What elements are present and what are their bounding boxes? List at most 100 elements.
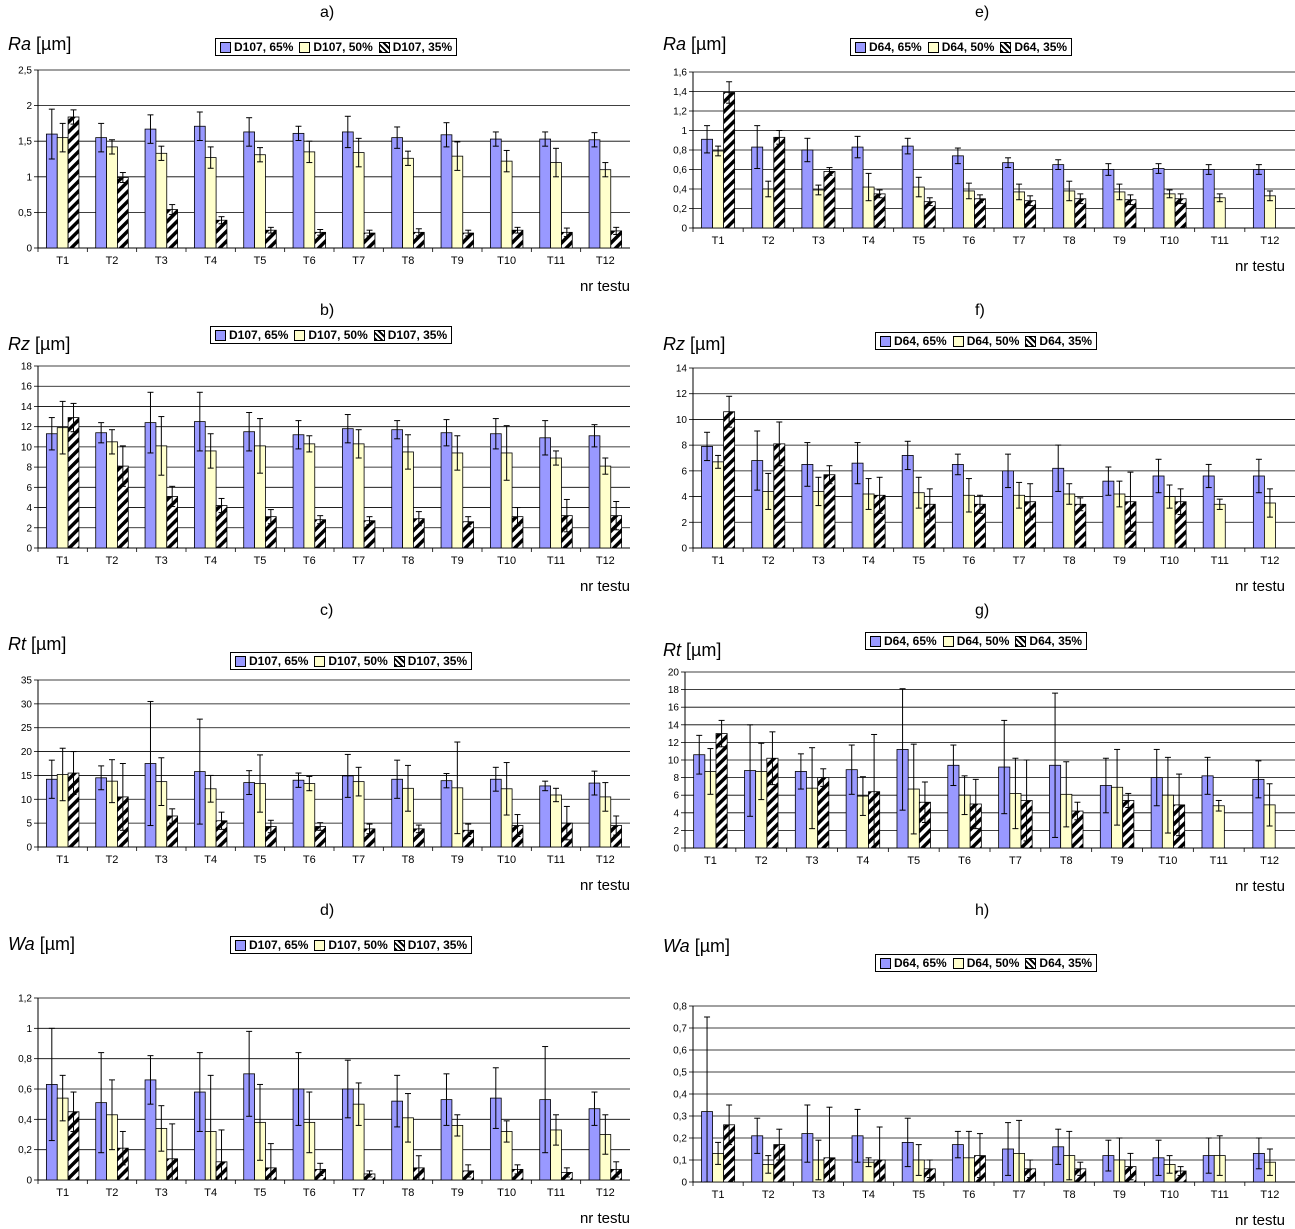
bar	[550, 457, 562, 549]
x-tick-label: T11	[1211, 235, 1229, 247]
y-tick-label: 1	[26, 172, 32, 183]
x-tick-label: T8	[1063, 235, 1076, 247]
y-axis-quantity: Rz	[8, 334, 30, 354]
bar	[873, 193, 886, 229]
x-tick-label: T10	[497, 1187, 516, 1199]
x-tick-label: T11	[547, 854, 565, 866]
x-tick-label: T11	[547, 555, 565, 567]
bar	[951, 155, 964, 229]
chart-title: b)	[320, 302, 335, 319]
chart-svg: 0 0,2 0,4 0,6 0,8 1 1,2 1,4 1,6 T1 T2 T3 T4 T5 T6 T7 T8 T…	[673, 68, 1295, 247]
legend-entry: D107, 65%	[220, 40, 293, 54]
legend-label: D64, 50%	[956, 634, 1010, 648]
x-tick-label: T1	[712, 235, 725, 247]
chart-title: e)	[975, 4, 990, 21]
x-tick-label: T8	[402, 854, 415, 866]
bar	[1052, 164, 1065, 229]
y-axis-label: Wa [µm]	[663, 936, 730, 957]
y-axis-quantity: Wa	[663, 936, 690, 956]
x-tick-label: T9	[451, 555, 464, 567]
legend-entry: D64, 35%	[1000, 40, 1067, 54]
x-tick-label: T12	[1260, 855, 1279, 867]
y-axis-unit: [µm]	[26, 634, 67, 654]
legend-swatch	[235, 939, 246, 951]
x-tick-label: T12	[596, 555, 615, 567]
y-axis-label: Wa [µm]	[8, 934, 75, 955]
bar	[1102, 169, 1115, 229]
y-tick-label: 0	[26, 244, 32, 255]
bar	[723, 92, 736, 229]
x-tick-label: T4	[862, 555, 875, 567]
legend-label: D64, 35%	[1029, 634, 1083, 648]
legend-label: D107, 50%	[313, 40, 373, 54]
y-tick-label: 0,6	[673, 165, 687, 176]
chart-panel-b: 0 2 4 6 8 10 12 14 16 18 T1 T2 T3 T4 T5 T6 T7 T8 T9 T10 T11 T…	[0, 298, 640, 598]
chart-panel-c: 0 5 10 15 20 25 30 35 T1 T2 T3 T4 T5 T6 T7 T8 T9 T10 T11 T1…	[0, 598, 640, 898]
x-tick-label: T12	[1260, 235, 1279, 247]
x-tick-label: T7	[352, 255, 365, 267]
bar	[341, 428, 354, 549]
legend-swatch	[294, 329, 306, 341]
bar	[341, 131, 354, 249]
legend-swatch	[220, 41, 231, 53]
x-axis-label: nr testu	[1234, 1212, 1285, 1229]
bar	[292, 132, 305, 249]
y-tick-label: 20	[668, 668, 680, 679]
bar	[117, 177, 129, 249]
x-tick-label: T5	[907, 855, 920, 867]
legend-label: D64, 65%	[869, 40, 922, 54]
chart-legend: D107, 65% D107, 50% D107, 35%	[210, 326, 453, 344]
x-tick-label: T7	[1009, 855, 1022, 867]
x-tick-label: T3	[812, 235, 825, 247]
bar	[95, 432, 107, 549]
y-tick-label: 14	[676, 364, 688, 375]
x-axis-label: nr testu	[579, 578, 630, 595]
y-tick-label: 16	[668, 703, 680, 714]
y-tick-label: 4	[681, 492, 687, 503]
legend-label: D107, 65%	[229, 328, 289, 342]
x-tick-label: T12	[596, 255, 615, 267]
legend-label: D64, 65%	[894, 956, 947, 970]
bar	[106, 441, 118, 549]
y-axis-unit: [µm]	[30, 334, 71, 354]
legend-swatch	[880, 957, 891, 969]
bar	[95, 137, 107, 249]
legend-swatch	[880, 335, 891, 347]
y-tick-label: 0	[673, 844, 679, 855]
y-tick-label: 10	[21, 795, 33, 806]
bar	[550, 794, 562, 848]
legend-entry: D64, 35%	[1025, 334, 1092, 348]
legend-label: D107, 50%	[308, 328, 368, 342]
x-tick-label: T8	[402, 1187, 415, 1199]
y-tick-label: 6	[673, 791, 679, 802]
x-tick-label: T6	[962, 555, 975, 567]
y-tick-label: 25	[21, 723, 33, 734]
bar	[215, 219, 228, 249]
bar	[303, 443, 316, 549]
chart-svg: 0 0,1 0,2 0,3 0,4 0,5 0,6 0,7 0,8 T1 T2 T3 T4 T5 T6 T7 T…	[673, 1002, 1295, 1201]
y-tick-label: 6	[26, 483, 32, 494]
y-tick-label: 0,4	[673, 1090, 687, 1101]
y-tick-label: 8	[681, 441, 687, 452]
y-tick-label: 0,3	[673, 1112, 687, 1123]
y-tick-label: 12	[21, 422, 33, 433]
bar	[599, 465, 612, 549]
bar	[243, 131, 255, 249]
legend-swatch	[952, 335, 964, 347]
y-tick-label: 1,2	[673, 107, 687, 118]
x-tick-label: T8	[402, 555, 415, 567]
y-tick-label: 1	[681, 126, 687, 137]
y-tick-label: 0	[26, 544, 32, 555]
y-axis-quantity: Wa	[8, 934, 35, 954]
x-tick-label: T1	[712, 555, 725, 567]
x-tick-label: T6	[303, 555, 316, 567]
x-tick-label: T3	[806, 855, 819, 867]
bar	[166, 209, 179, 249]
legend-entry: D64, 65%	[855, 40, 922, 54]
chart-svg: 0 2 4 6 8 10 12 14 T1 T2 T3 T4 T5 T6 T7 T8 T9 T10 T11 T12	[676, 364, 1295, 567]
y-tick-label: 1,6	[673, 68, 687, 79]
x-tick-label: T7	[1013, 1189, 1026, 1201]
legend-entry: D107, 35%	[393, 654, 467, 668]
chart-panel-f: 0 2 4 6 8 10 12 14 T1 T2 T3 T4 T5 T6 T7 T8 T9 T10 T11 T12 f)…	[655, 298, 1295, 598]
legend-label: D64, 65%	[884, 634, 937, 648]
